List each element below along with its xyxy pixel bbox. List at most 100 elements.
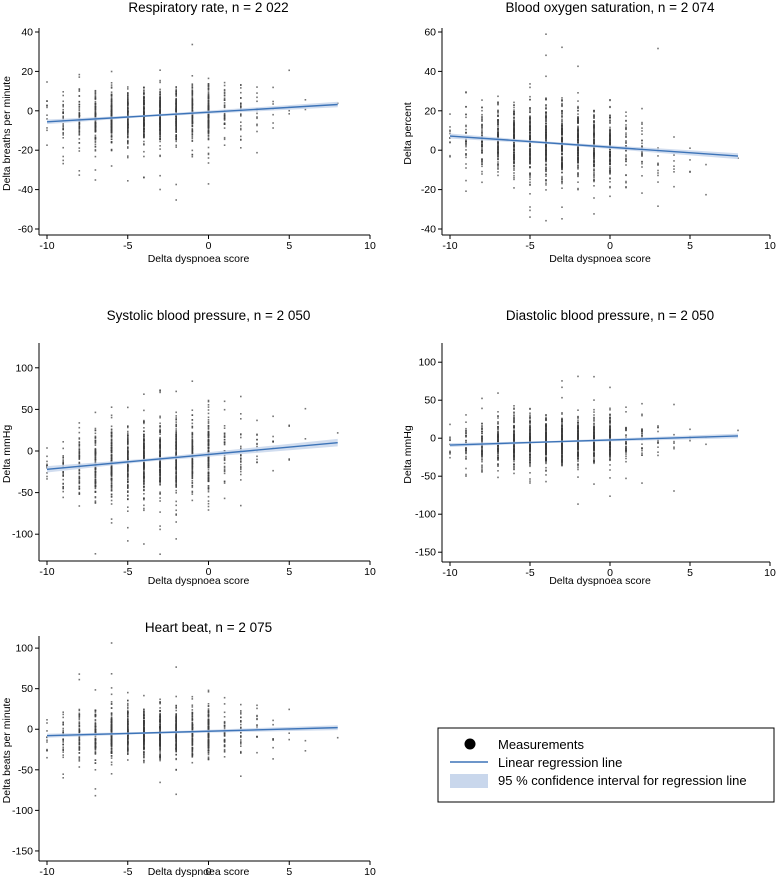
data-point	[191, 450, 194, 452]
data-point	[191, 86, 194, 89]
data-point	[529, 126, 531, 129]
data-point	[175, 435, 177, 437]
data-point	[159, 474, 161, 476]
data-point	[737, 429, 739, 432]
data-point	[513, 120, 515, 122]
data-point	[609, 427, 611, 429]
data-point	[465, 125, 467, 128]
data-point	[481, 397, 483, 400]
data-point	[513, 408, 515, 410]
data-point	[94, 110, 97, 113]
data-point	[497, 446, 499, 448]
data-point	[78, 472, 81, 474]
data-point	[513, 426, 515, 428]
data-point	[625, 160, 627, 163]
data-point	[304, 407, 307, 410]
data-point	[110, 104, 113, 106]
data-point	[593, 161, 595, 163]
data-point	[127, 112, 129, 115]
data-point	[110, 444, 113, 446]
data-point	[110, 84, 113, 86]
y-tick-label: 0	[27, 105, 33, 117]
data-point	[529, 172, 531, 174]
data-point	[545, 182, 547, 184]
data-point	[609, 172, 611, 174]
data-point	[529, 174, 531, 177]
data-point	[625, 411, 627, 413]
data-point	[175, 443, 177, 445]
data-point	[657, 426, 659, 429]
data-point	[673, 185, 675, 188]
data-point	[609, 170, 611, 172]
data-point	[513, 431, 515, 434]
data-point	[94, 502, 97, 504]
data-point	[673, 403, 675, 406]
data-point	[513, 106, 515, 109]
data-point	[641, 154, 643, 157]
data-point	[143, 126, 145, 128]
data-point	[127, 455, 129, 458]
data-point	[529, 173, 531, 175]
data-point	[577, 149, 579, 151]
data-point	[545, 156, 547, 158]
data-point	[561, 177, 563, 179]
data-point	[159, 115, 161, 118]
data-point	[110, 103, 113, 105]
data-point	[191, 130, 194, 133]
data-point	[240, 106, 242, 108]
data-point	[561, 133, 563, 135]
data-point	[609, 419, 611, 422]
data-point	[159, 436, 161, 439]
data-point	[609, 165, 611, 168]
data-point	[207, 400, 210, 403]
data-point	[223, 144, 226, 146]
data-point	[481, 467, 483, 469]
data-point	[609, 430, 611, 432]
data-point	[175, 86, 177, 89]
data-point	[545, 137, 547, 140]
data-point	[110, 459, 113, 461]
x-tick-label: -5	[525, 567, 534, 579]
data-point	[577, 172, 579, 174]
data-point	[223, 408, 226, 411]
data-point	[561, 175, 563, 178]
data-point	[609, 451, 611, 453]
data-point	[513, 174, 515, 177]
data-point	[207, 464, 210, 466]
data-point	[207, 443, 210, 446]
data-point	[78, 469, 81, 472]
data-point	[481, 449, 483, 452]
data-point	[513, 112, 515, 114]
data-point	[207, 98, 210, 100]
data-point	[110, 141, 113, 143]
data-point	[46, 118, 48, 120]
data-point	[593, 130, 595, 133]
data-point	[529, 216, 531, 218]
data-point	[625, 111, 627, 113]
data-point	[94, 471, 97, 473]
data-point	[127, 86, 129, 88]
data-point	[561, 46, 563, 49]
data-point	[127, 93, 129, 95]
data-point	[609, 477, 611, 479]
data-point	[207, 436, 210, 438]
data-point	[465, 414, 467, 416]
data-point	[673, 171, 675, 173]
data-point	[143, 543, 145, 545]
data-point	[545, 116, 547, 119]
data-point	[110, 97, 113, 100]
data-point	[191, 439, 194, 441]
data-point	[529, 86, 531, 89]
data-point	[175, 513, 177, 515]
data-point	[62, 128, 64, 131]
data-point	[497, 422, 499, 424]
data-point	[159, 94, 161, 96]
data-point	[513, 142, 515, 144]
data-point	[561, 132, 563, 134]
data-point	[561, 120, 563, 123]
data-point	[127, 487, 129, 489]
data-point	[465, 436, 467, 438]
data-point	[256, 434, 258, 436]
data-point	[513, 445, 515, 448]
